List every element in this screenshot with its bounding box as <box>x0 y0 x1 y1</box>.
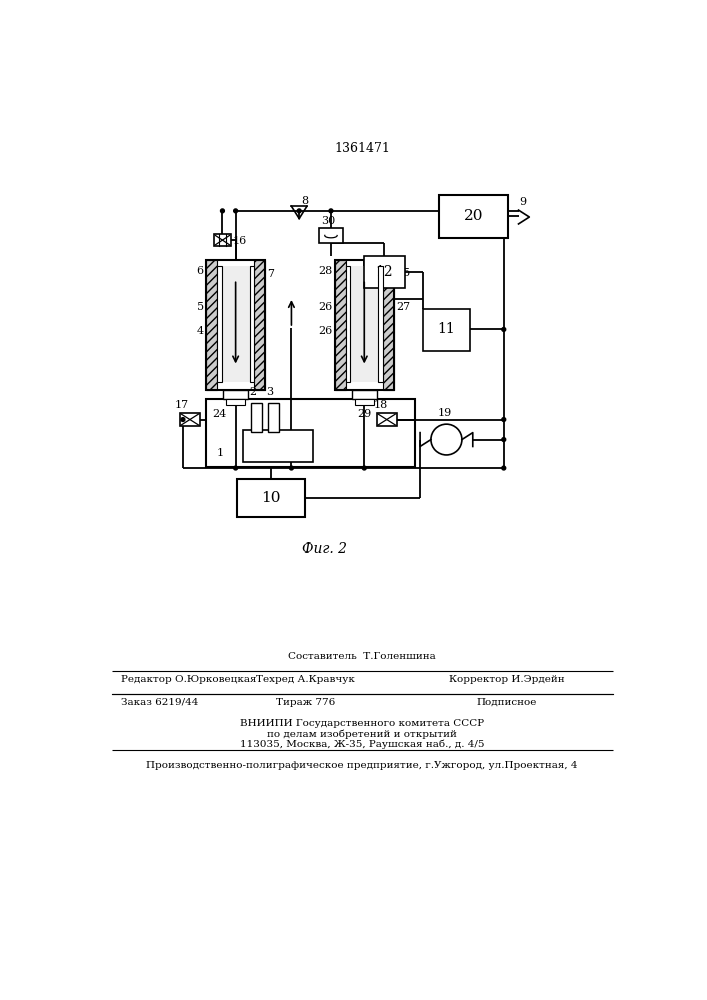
Bar <box>352 389 377 399</box>
Bar <box>223 389 248 399</box>
Circle shape <box>329 209 333 213</box>
Text: 3: 3 <box>266 387 274 397</box>
Text: 10: 10 <box>262 491 281 505</box>
Bar <box>214 234 231 246</box>
Bar <box>320 228 343 243</box>
Text: 16: 16 <box>233 235 247 245</box>
Bar <box>217 266 222 382</box>
Text: 28: 28 <box>318 266 332 276</box>
Bar <box>423 309 469 351</box>
Bar <box>335 260 394 389</box>
Text: 1361471: 1361471 <box>334 142 390 155</box>
Bar <box>206 260 217 389</box>
Text: 29: 29 <box>357 409 371 419</box>
Circle shape <box>502 328 506 331</box>
Text: 113035, Москва, Ж-35, Раушская наб., д. 4/5: 113035, Москва, Ж-35, Раушская наб., д. … <box>240 739 484 749</box>
Text: по делам изобретений и открытий: по делам изобретений и открытий <box>267 729 457 739</box>
Text: Корректор И.Эрдейн: Корректор И.Эрдейн <box>449 675 565 684</box>
Text: 18: 18 <box>373 400 387 410</box>
Text: 8: 8 <box>301 196 309 206</box>
Text: 9: 9 <box>519 197 526 207</box>
Text: 26: 26 <box>318 302 332 312</box>
Bar <box>180 413 200 426</box>
Bar <box>440 195 508 238</box>
Text: 30: 30 <box>321 216 335 226</box>
Text: 5: 5 <box>197 302 204 312</box>
Text: 27: 27 <box>396 302 410 312</box>
Text: Редактор О.Юрковецкая: Редактор О.Юрковецкая <box>121 675 257 684</box>
Circle shape <box>181 418 185 421</box>
Circle shape <box>221 209 224 213</box>
Bar <box>355 399 373 405</box>
Text: 6: 6 <box>197 266 204 276</box>
Text: 11: 11 <box>438 322 455 336</box>
Bar <box>251 403 262 432</box>
Text: Составитель  Т.Голеншина: Составитель Т.Голеншина <box>288 652 436 661</box>
Text: Производственно-полиграфическое предприятие, г.Ужгород, ул.Проектная, 4: Производственно-полиграфическое предприя… <box>146 761 578 770</box>
Text: ВНИИПИ Государственного комитета СССР: ВНИИПИ Государственного комитета СССР <box>240 719 484 728</box>
Text: 12: 12 <box>375 265 393 279</box>
Text: 25: 25 <box>396 268 410 278</box>
Bar <box>364 256 404 288</box>
Bar <box>377 413 397 426</box>
Text: Тираж 776: Тираж 776 <box>276 698 335 707</box>
Text: 4: 4 <box>197 326 204 336</box>
Bar <box>346 266 351 382</box>
Text: 7: 7 <box>267 269 274 279</box>
Circle shape <box>502 438 506 441</box>
Bar <box>222 266 250 382</box>
Text: 24: 24 <box>212 409 227 419</box>
Circle shape <box>297 209 301 213</box>
Bar <box>335 260 346 389</box>
Bar <box>243 430 313 462</box>
Text: 1: 1 <box>216 448 223 458</box>
Text: 19: 19 <box>438 408 452 418</box>
Bar <box>378 266 383 382</box>
Text: Подписное: Подписное <box>477 698 537 707</box>
Bar <box>206 260 265 389</box>
Bar <box>351 266 378 382</box>
Circle shape <box>502 466 506 470</box>
Text: Фиг. 2: Фиг. 2 <box>303 542 347 556</box>
Text: 20: 20 <box>464 209 484 223</box>
Bar <box>383 260 394 389</box>
Circle shape <box>502 418 506 421</box>
Circle shape <box>289 466 293 470</box>
Bar <box>268 403 279 432</box>
Circle shape <box>234 466 238 470</box>
Circle shape <box>234 209 238 213</box>
Text: 17: 17 <box>175 400 189 410</box>
Bar <box>206 399 416 466</box>
Circle shape <box>363 466 366 470</box>
Text: Заказ 6219/44: Заказ 6219/44 <box>121 698 198 707</box>
Text: Техред А.Кравчук: Техред А.Кравчук <box>256 675 355 684</box>
Text: 26: 26 <box>318 326 332 336</box>
Bar <box>226 399 245 405</box>
Text: 2: 2 <box>249 387 256 397</box>
Bar <box>255 260 265 389</box>
Bar <box>250 266 255 382</box>
Bar <box>237 479 305 517</box>
